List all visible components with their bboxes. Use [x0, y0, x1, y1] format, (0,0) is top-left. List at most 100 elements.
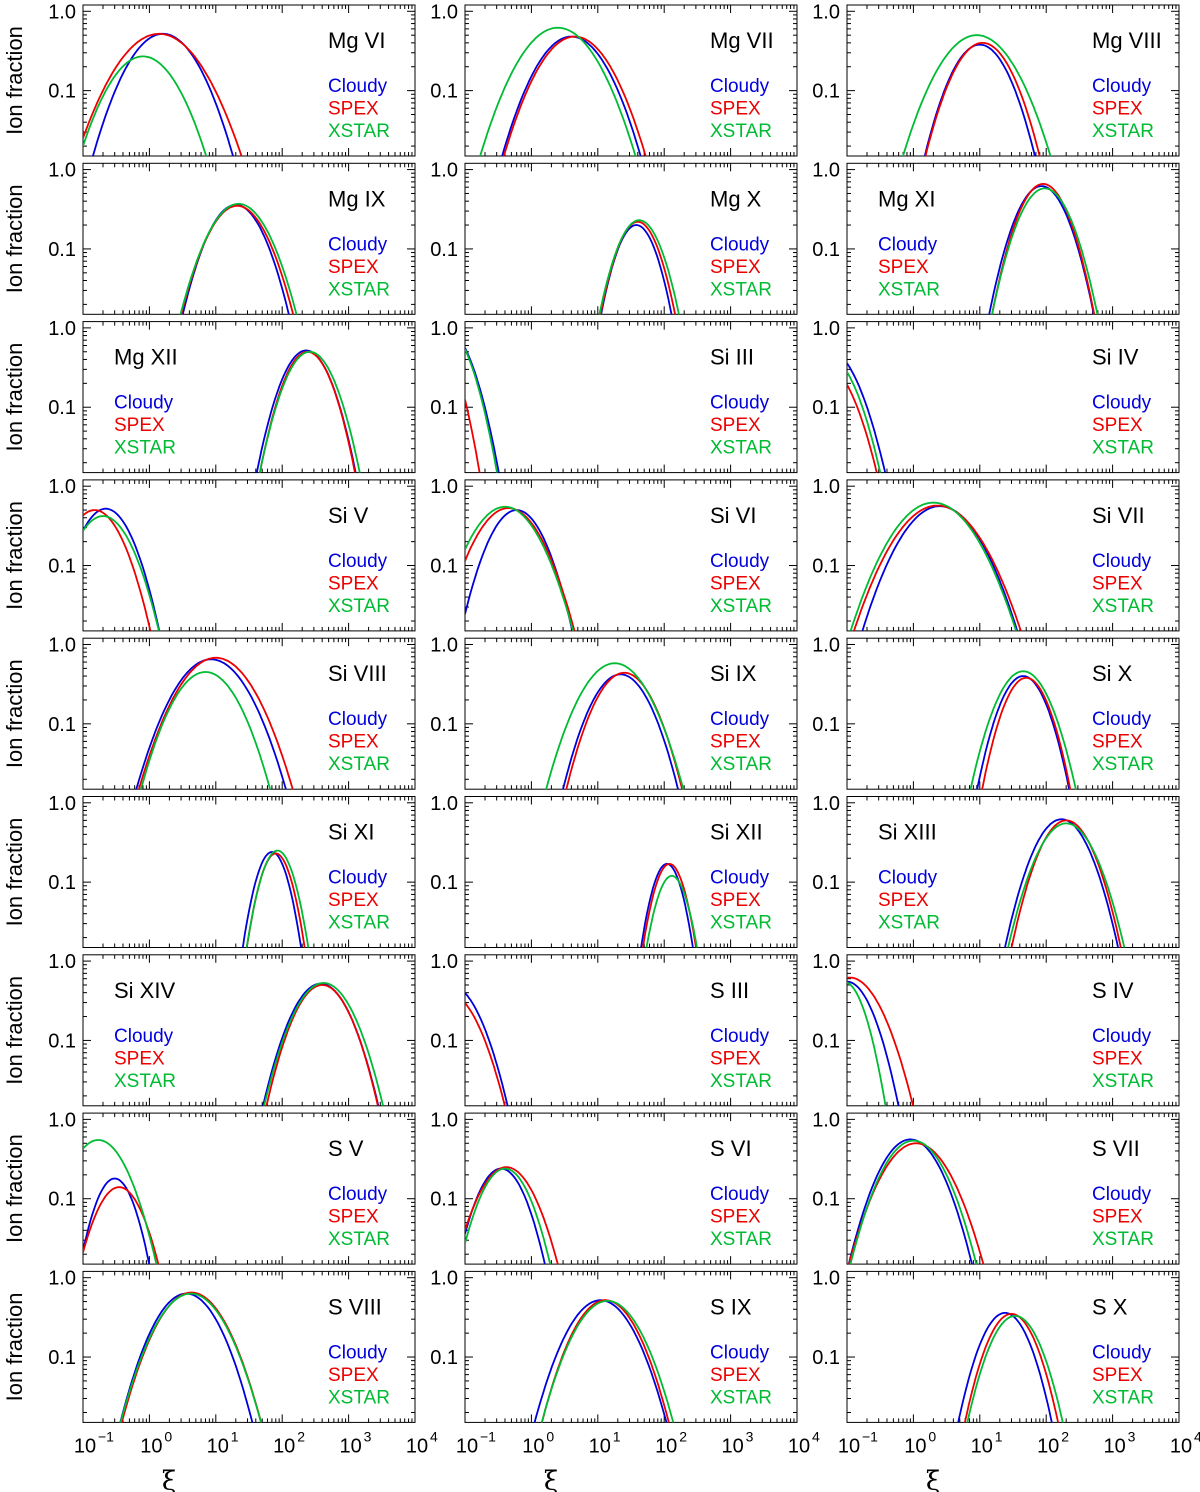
y-axis-label: Ion fraction [2, 976, 27, 1085]
y-tick-label: 0.1 [48, 81, 76, 103]
series-spex-line [83, 1186, 160, 1265]
curves [83, 507, 161, 631]
series-cloudy-line [562, 673, 679, 790]
ion-label: S IV [1092, 978, 1134, 1003]
legend-cloudy: Cloudy [1092, 1184, 1152, 1205]
y-tick-label: 1.0 [812, 476, 840, 498]
legend-xstar: XSTAR [114, 1071, 176, 1092]
ion-label: Mg XI [878, 186, 935, 211]
ion-label: Mg X [710, 186, 762, 211]
ion-label: Si III [710, 345, 754, 370]
y-tick-label: 0.1 [430, 81, 458, 103]
panel-frame [82, 4, 416, 157]
series-spex-line [465, 507, 576, 631]
x-tick-exponent: 2 [1061, 1428, 1069, 1444]
legend-spex: SPEX [1092, 1048, 1143, 1069]
series-spex-line [465, 399, 481, 473]
series-spex-line [465, 1002, 506, 1106]
series-xstar-line [849, 1139, 978, 1265]
x-tick-label: 10 [1170, 1435, 1192, 1457]
curves [83, 32, 243, 156]
ion-label: Mg XII [114, 345, 178, 370]
series-cloudy-line [988, 185, 1095, 315]
y-tick-label: 0.1 [430, 556, 458, 578]
curves [465, 505, 576, 631]
panel-frame [82, 162, 416, 315]
legend-xstar: XSTAR [328, 1387, 390, 1408]
y-tick-label: 1.0 [812, 1, 840, 23]
y-tick-label: 0.1 [48, 556, 76, 578]
series-cloudy-line [181, 203, 290, 315]
legend-spex: SPEX [710, 99, 761, 120]
ion-label: S VII [1092, 1136, 1140, 1161]
legend-spex: SPEX [1092, 415, 1143, 436]
x-tick-exponent: 1 [231, 1428, 239, 1444]
curves [902, 34, 1052, 156]
x-tick-exponent: 3 [746, 1428, 754, 1444]
panel-frame [82, 321, 416, 474]
legend-cloudy: Cloudy [328, 1342, 388, 1363]
series-spex-line [924, 42, 1041, 156]
series-cloudy-line [976, 675, 1071, 790]
curves [255, 349, 361, 473]
x-tick-exponent: 4 [430, 1428, 438, 1444]
legend-spex: SPEX [328, 732, 379, 753]
y-tick-label: 1.0 [812, 951, 840, 973]
legend-spex: SPEX [710, 573, 761, 594]
series-spex-line [963, 1313, 1060, 1423]
y-tick-label: 0.1 [48, 1189, 76, 1211]
panel-frame [82, 1270, 416, 1423]
panel-frame [846, 796, 1180, 948]
y-tick-label: 1.0 [48, 951, 76, 973]
x-tick-exponent: −1 [862, 1428, 878, 1444]
series-xstar-line [258, 350, 361, 473]
series-xstar-line [1007, 822, 1126, 948]
ion-label: Mg VIII [1092, 28, 1162, 53]
curves [465, 992, 509, 1106]
x-tick-exponent: 3 [1128, 1428, 1136, 1444]
ion-label: Si V [328, 503, 369, 528]
series-xstar-line [479, 26, 637, 156]
series-cloudy-line [91, 32, 234, 156]
y-tick-label: 0.1 [812, 556, 840, 578]
x-tick-label: 10 [406, 1435, 428, 1457]
y-tick-label: 1.0 [48, 1, 76, 23]
series-spex-line [502, 35, 647, 156]
legend-xstar: XSTAR [1092, 1387, 1154, 1408]
legend-xstar: XSTAR [328, 279, 390, 300]
curves [847, 1138, 985, 1265]
series-cloudy-line [1004, 818, 1119, 948]
series-xstar-line [991, 187, 1099, 315]
x-tick-label: 10 [589, 1435, 611, 1457]
legend-spex: SPEX [1092, 1365, 1143, 1386]
legend-cloudy: Cloudy [1092, 393, 1152, 414]
legend-cloudy: Cloudy [1092, 551, 1152, 572]
legend-cloudy: Cloudy [1092, 1342, 1152, 1363]
y-tick-label: 0.1 [48, 1030, 76, 1052]
y-tick-label: 0.1 [430, 239, 458, 261]
series-cloudy-line [83, 1177, 151, 1265]
legend-xstar: XSTAR [114, 438, 176, 459]
series-xstar-line [847, 981, 887, 1106]
y-axis-label: Ion fraction [2, 1292, 27, 1401]
curves [465, 347, 500, 473]
x-tick-label: 10 [721, 1435, 743, 1457]
y-tick-label: 0.1 [430, 1347, 458, 1369]
series-xstar-line [245, 849, 310, 948]
series-spex-line [1010, 819, 1122, 948]
legend-xstar: XSTAR [710, 754, 772, 775]
y-tick-label: 0.1 [430, 714, 458, 736]
y-tick-label: 0.1 [430, 1189, 458, 1211]
legend-xstar: XSTAR [1092, 754, 1154, 775]
series-xstar-line [119, 1292, 262, 1423]
legend-xstar: XSTAR [710, 596, 772, 617]
legend-xstar: XSTAR [710, 1229, 772, 1250]
y-tick-label: 1.0 [48, 793, 76, 815]
ion-label: S IX [710, 1294, 752, 1319]
